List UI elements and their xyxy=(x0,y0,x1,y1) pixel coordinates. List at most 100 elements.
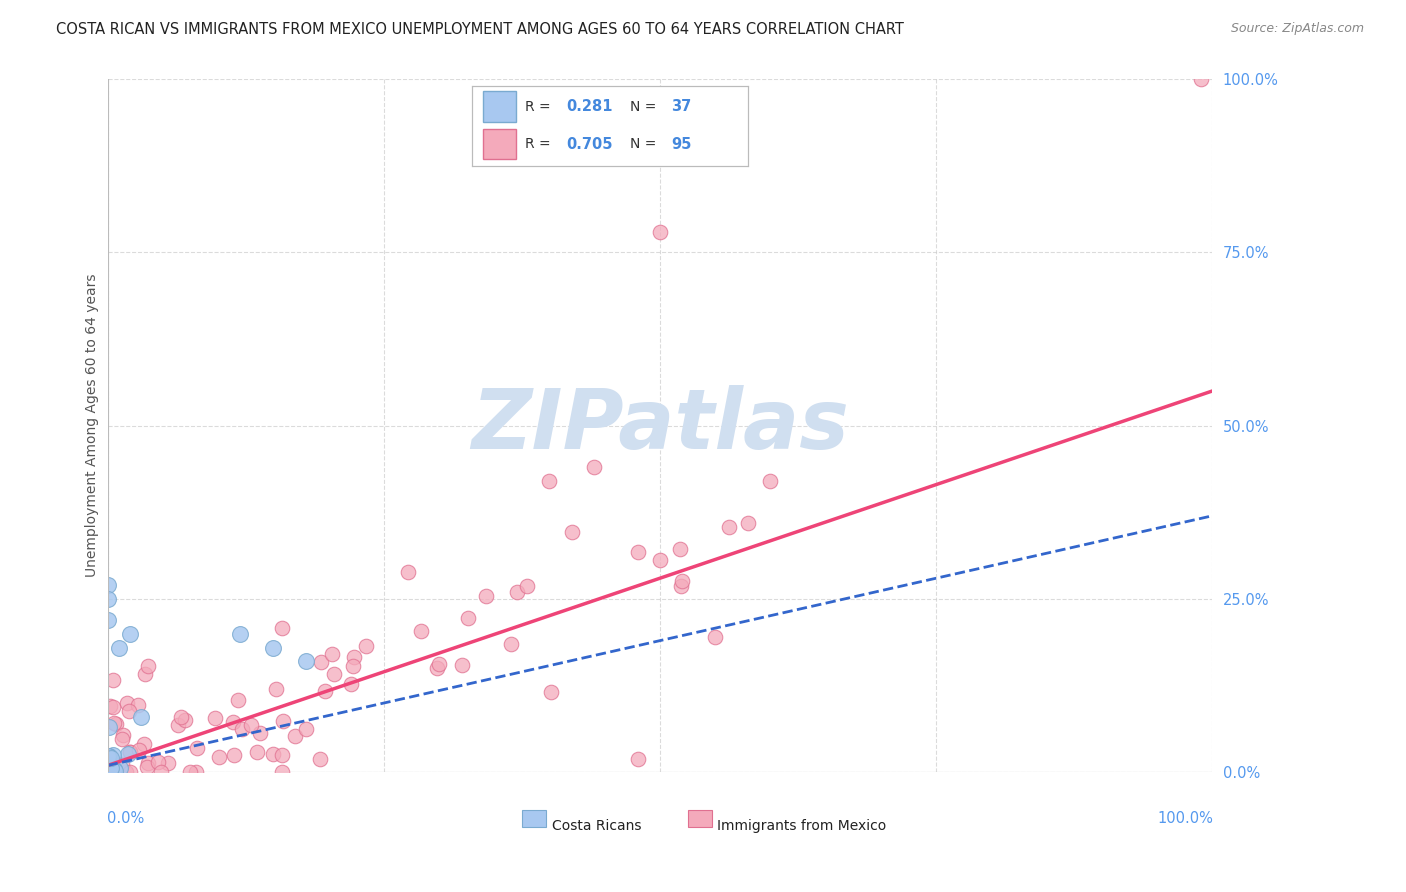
Point xyxy=(538,474,561,488)
Point xyxy=(97,613,120,627)
Text: Costa Ricans: Costa Ricans xyxy=(551,819,641,833)
Point xyxy=(668,541,690,556)
Y-axis label: Unemployment Among Ages 60 to 64 years: Unemployment Among Ages 60 to 64 years xyxy=(86,274,100,577)
Point xyxy=(321,647,343,661)
Point xyxy=(309,655,332,669)
Point xyxy=(718,520,741,534)
Point xyxy=(284,729,307,743)
Point xyxy=(239,717,262,731)
Point xyxy=(506,585,529,599)
Point xyxy=(118,704,141,718)
Point xyxy=(648,553,671,567)
Point xyxy=(127,698,149,713)
Point xyxy=(737,516,759,531)
Point xyxy=(648,225,671,239)
Point xyxy=(98,761,121,775)
Point xyxy=(174,713,197,727)
Point xyxy=(97,759,120,773)
Point xyxy=(262,747,284,761)
Point xyxy=(222,747,245,762)
Point xyxy=(204,711,226,725)
Point xyxy=(97,578,120,592)
Point xyxy=(100,761,122,775)
Point xyxy=(669,579,692,593)
Point xyxy=(409,624,432,638)
Point xyxy=(226,693,249,707)
Point xyxy=(246,746,269,760)
Point xyxy=(110,761,132,775)
Text: Source: ZipAtlas.com: Source: ZipAtlas.com xyxy=(1230,22,1364,36)
Point xyxy=(101,673,124,687)
Point xyxy=(1189,72,1212,87)
Point xyxy=(97,720,120,734)
Point xyxy=(184,765,207,780)
Point xyxy=(117,747,139,761)
Point xyxy=(101,747,124,762)
Point xyxy=(107,640,129,655)
Point xyxy=(146,755,169,769)
Point xyxy=(111,731,134,746)
Point xyxy=(98,765,121,780)
Point xyxy=(704,630,727,644)
Text: Immigrants from Mexico: Immigrants from Mexico xyxy=(717,819,887,833)
Point xyxy=(342,650,364,665)
Point xyxy=(157,756,180,771)
Point xyxy=(97,752,120,766)
Point xyxy=(97,765,120,780)
Point xyxy=(271,765,294,780)
Point xyxy=(671,574,693,589)
Point xyxy=(97,752,120,766)
Point xyxy=(426,661,449,675)
Point xyxy=(342,658,364,673)
Point xyxy=(100,751,122,765)
Point xyxy=(264,681,287,696)
Point xyxy=(309,752,332,766)
Point xyxy=(516,579,538,593)
Point xyxy=(100,764,122,779)
Point xyxy=(97,758,120,772)
Point xyxy=(111,728,134,742)
Point xyxy=(270,621,292,635)
Point xyxy=(475,590,498,604)
Point xyxy=(340,676,363,690)
Point xyxy=(97,765,120,780)
Point xyxy=(97,764,120,779)
Point xyxy=(97,751,120,765)
Point xyxy=(149,765,172,780)
Point xyxy=(457,611,479,625)
Point xyxy=(627,751,650,765)
Point xyxy=(118,626,141,640)
Point xyxy=(97,758,120,772)
Point xyxy=(222,715,245,730)
Text: 100.0%: 100.0% xyxy=(1157,811,1213,825)
Point xyxy=(249,725,271,739)
Text: ZIPatlas: ZIPatlas xyxy=(471,385,849,467)
Point xyxy=(98,765,121,780)
Point xyxy=(627,545,650,559)
Bar xyxy=(688,810,711,827)
Point xyxy=(179,765,201,780)
Text: 0.0%: 0.0% xyxy=(107,811,143,825)
Point xyxy=(103,762,125,776)
Point xyxy=(262,640,284,655)
Point xyxy=(134,737,156,751)
Point xyxy=(314,684,336,698)
Point xyxy=(229,626,252,640)
Point xyxy=(231,722,253,736)
Point xyxy=(128,743,150,757)
Point xyxy=(208,750,231,764)
Point xyxy=(582,460,605,475)
Bar xyxy=(522,810,546,827)
Point xyxy=(100,699,122,714)
Point xyxy=(97,765,120,780)
Point xyxy=(97,592,120,607)
Point xyxy=(271,747,294,762)
Point xyxy=(118,746,141,760)
Point xyxy=(499,637,522,651)
Point xyxy=(115,765,138,780)
Point xyxy=(97,764,120,779)
Point xyxy=(98,759,121,773)
Point xyxy=(396,565,419,579)
Point xyxy=(427,657,450,672)
Point xyxy=(759,475,782,489)
